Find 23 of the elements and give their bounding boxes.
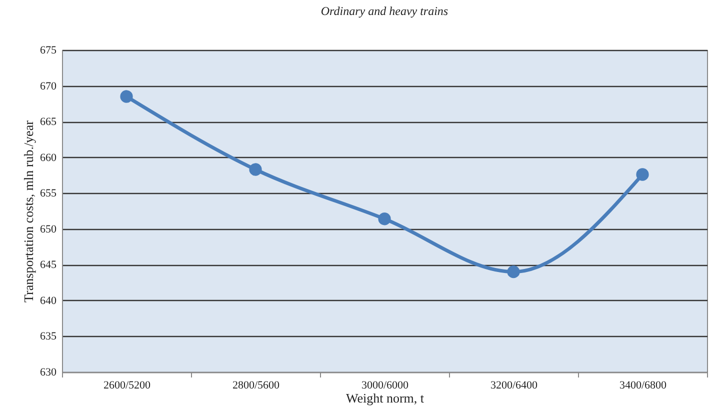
- x-tick-label: 3200/6400: [490, 380, 538, 392]
- point: [636, 168, 649, 181]
- x-tick-label: 2600/5200: [103, 380, 152, 392]
- point: [120, 90, 133, 103]
- x-tick-label: 2800/5600: [232, 380, 280, 392]
- y-tick-label: 675: [40, 44, 57, 56]
- y-tick-label: 635: [40, 330, 57, 343]
- y-tick-label: 660: [40, 152, 57, 164]
- x-tick-label: 3400/6800: [619, 380, 668, 392]
- y-tick-label: 665: [40, 116, 57, 128]
- y-tick-label: 640: [40, 294, 57, 307]
- point: [249, 163, 262, 176]
- point: [378, 212, 391, 226]
- y-tick-label: 655: [40, 188, 57, 200]
- y-tick-label: 670: [40, 80, 57, 92]
- x-tick-label: 3000/6000: [361, 380, 410, 392]
- y-tick-label: 650: [40, 223, 57, 236]
- x-axis-title: Weight norm, t: [346, 390, 424, 406]
- chart-title: Ordinary and heavy trains: [320, 4, 448, 18]
- point: [507, 266, 520, 278]
- y-axis-title: Transportation costs, mln rub./year: [21, 120, 36, 302]
- y-tick-label: 645: [40, 259, 57, 272]
- y-tick-label: 630: [40, 366, 57, 378]
